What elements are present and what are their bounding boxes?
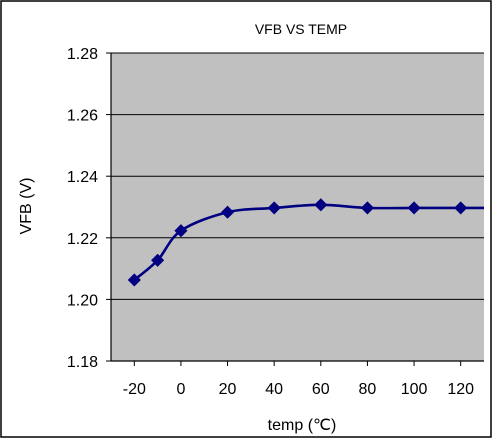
- x-tick-label: 100: [401, 381, 428, 398]
- y-tick-label: 1.24: [67, 169, 98, 186]
- data-point: [220, 205, 235, 219]
- chart-title: VFB VS TEMP: [255, 21, 347, 37]
- data-markers: [127, 198, 468, 287]
- x-tick-label: 60: [312, 381, 330, 398]
- data-point: [360, 201, 375, 215]
- data-point: [314, 198, 328, 212]
- data-point: [267, 201, 281, 215]
- y-tick-label: 1.20: [67, 292, 98, 309]
- x-tick-label: 40: [265, 381, 283, 398]
- x-tick-label: 0: [176, 381, 185, 398]
- x-tick-labels: -20 0 20 40 60 80 100 120: [123, 381, 474, 398]
- data-point: [151, 253, 165, 267]
- x-tick-label: 80: [359, 381, 377, 398]
- y-tick-label: 1.22: [67, 231, 98, 248]
- x-tick-label: 20: [219, 381, 237, 398]
- y-tick-label: 1.18: [67, 354, 98, 371]
- data-point: [454, 201, 468, 215]
- y-tick-label: 1.26: [67, 108, 98, 125]
- y-axis-label: VFB (V): [18, 178, 35, 235]
- data-point: [127, 273, 141, 287]
- x-axis-label: temp (℃): [268, 417, 337, 434]
- y-tick-label: 1.28: [67, 46, 98, 63]
- x-tick-label: 120: [447, 381, 474, 398]
- x-tick-label: -20: [123, 381, 146, 398]
- tick-marks: [106, 52, 462, 366]
- y-tick-labels: 1.18 1.20 1.22 1.24 1.26 1.28: [67, 46, 98, 371]
- data-point: [174, 224, 188, 238]
- data-point: [407, 201, 421, 215]
